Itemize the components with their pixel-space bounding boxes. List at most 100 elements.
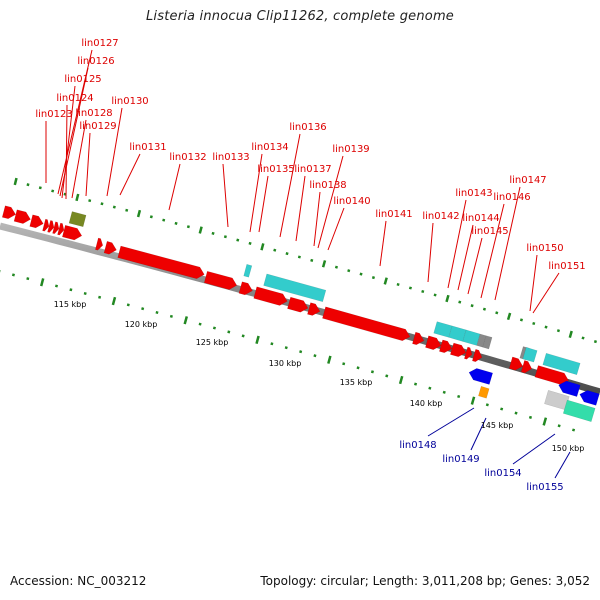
gene-feature [471, 348, 483, 363]
gene-feature [29, 214, 44, 229]
scale-tick-major [39, 278, 45, 287]
gene-feature [542, 352, 581, 376]
tick-minor [556, 329, 560, 333]
tick-minor [482, 307, 486, 311]
tick-minor [125, 208, 129, 212]
tick-minor [51, 189, 55, 193]
scale-tick-minor [370, 370, 375, 374]
gene-feature [203, 270, 238, 290]
leader-line [470, 417, 487, 451]
scale-tick-minor [141, 307, 145, 311]
leader-line [168, 163, 181, 211]
scale-tick-minor [69, 288, 73, 292]
leader-line [317, 155, 344, 249]
gene-label-lin0126: lin0126 [77, 56, 114, 67]
scale-labels: 115 kbp 120 kbp 125 kbp 130 kbp 135 kbp 140 k… [54, 300, 585, 453]
tick-major [506, 312, 512, 321]
scale-tick-minor [26, 277, 30, 281]
tick-minor [297, 255, 301, 259]
gene-label-lin0133: lin0133 [212, 152, 249, 163]
scale-tick-minor [198, 322, 202, 326]
tick-minor [495, 311, 499, 315]
tick-major [198, 226, 203, 234]
gene-feature [478, 385, 490, 399]
gene-label-lin0136: lin0136 [289, 122, 326, 133]
scale-tick-minor [356, 366, 360, 370]
scale-tick-minor [98, 295, 102, 299]
inner-scale-track [0, 270, 576, 432]
leader-line [379, 220, 387, 267]
gene-label-lin0135: lin0135 [257, 164, 294, 175]
tick-major [445, 294, 450, 303]
leader-line [313, 191, 321, 247]
gene-feature [438, 339, 453, 354]
gene-label-lin0137: lin0137 [294, 164, 331, 175]
gene-feature [263, 273, 327, 303]
scale-tick-minor [414, 382, 418, 386]
leader-line [529, 254, 538, 312]
scale-tick-minor [270, 342, 274, 346]
tick-minor [285, 252, 289, 256]
genome-summary: Topology: circular; Length: 3,011,208 bp… [260, 574, 590, 588]
scale-tick-major [398, 375, 404, 385]
leader-line [279, 133, 301, 238]
gene-feature [449, 342, 467, 358]
gene-feature [13, 209, 31, 224]
gene-label-lin0131: lin0131 [129, 142, 166, 153]
tick-minor [112, 205, 116, 209]
gene-feature [52, 221, 60, 235]
scale-tick-minor [428, 386, 432, 390]
tick-major [75, 193, 80, 202]
leader-line [106, 107, 123, 197]
gene-feature [468, 368, 494, 385]
tick-minor [162, 218, 166, 222]
leader-line [512, 433, 556, 465]
leader-line [494, 186, 521, 301]
leader-line [480, 203, 505, 299]
tick-major [260, 243, 265, 251]
scale-tick-minor [299, 350, 303, 354]
tick-major [13, 177, 18, 186]
scale-label: 140 kbp [410, 399, 443, 408]
gene-feature [42, 218, 50, 232]
tick-minor [186, 225, 190, 229]
tick-minor [532, 321, 536, 326]
scale-tick-minor [212, 326, 217, 330]
tick-minor [408, 286, 412, 290]
gene-feature [57, 222, 65, 236]
gene-feature [307, 302, 321, 316]
scale-tick-minor [514, 411, 518, 415]
scale-tick-minor [11, 273, 15, 277]
gene-feature [238, 281, 253, 296]
label-leader-lines [45, 49, 571, 479]
tick-major [383, 277, 388, 285]
outer-tick-track [13, 177, 597, 344]
gene-label-lin0150: lin0150 [526, 243, 563, 254]
tick-minor [519, 318, 523, 322]
gene-feature [558, 380, 581, 397]
gene-feature [94, 237, 104, 251]
leader-line [467, 237, 483, 295]
scale-label: 125 kbp [196, 338, 229, 347]
tick-major [568, 330, 573, 339]
tick-minor [88, 199, 92, 203]
tick-minor [236, 238, 240, 242]
map-title: Listeria innocua Clip11262, complete gen… [145, 9, 455, 24]
gene-feature [562, 399, 596, 423]
gene-label-lin0138: lin0138 [309, 180, 346, 191]
tick-minor [593, 340, 597, 344]
scale-label: 130 kbp [269, 359, 302, 368]
tick-minor [359, 272, 363, 276]
scale-label: 115 kbp [54, 300, 87, 309]
scale-tick-minor [155, 310, 159, 315]
leader-line [65, 104, 68, 200]
scale-tick-minor [557, 424, 561, 428]
leader-line [222, 163, 229, 228]
gene-label-lin0148: lin0148 [399, 440, 436, 451]
scale-tick-minor [485, 403, 489, 407]
gene-label-lin0144: lin0144 [462, 213, 499, 224]
gene-label-lin0149: lin0149 [442, 454, 479, 465]
scale-tick-minor [241, 334, 245, 338]
gene-label-lin0141: lin0141 [375, 209, 412, 220]
scale-label: 120 kbp [125, 320, 158, 329]
